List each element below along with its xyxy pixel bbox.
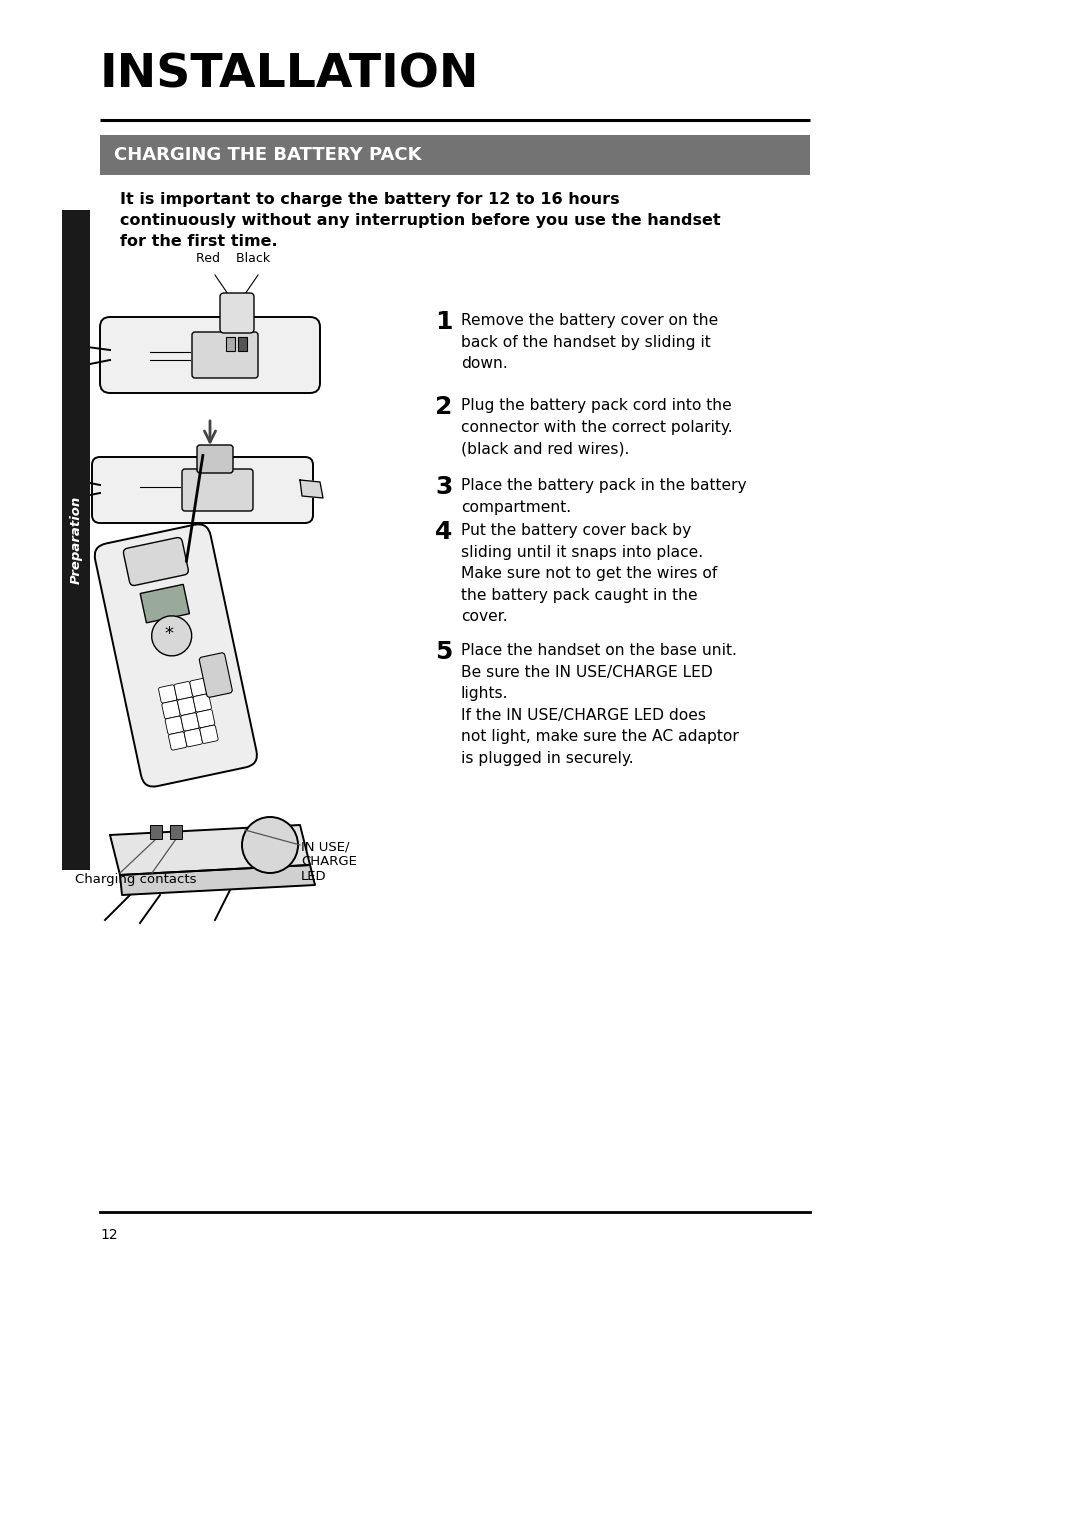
Text: Preparation: Preparation [69, 497, 82, 584]
Text: 2: 2 [435, 396, 453, 419]
Circle shape [242, 817, 298, 872]
Text: IN USE/
CHARGE
LED: IN USE/ CHARGE LED [301, 840, 356, 883]
Circle shape [151, 616, 191, 656]
Bar [226, 338, 235, 351]
Text: It is important to charge the battery for 12 to 16 hours
continuously without an: It is important to charge the battery fo… [120, 193, 720, 249]
FancyBboxPatch shape [200, 652, 232, 697]
Polygon shape [300, 480, 323, 498]
FancyBboxPatch shape [183, 469, 253, 510]
Text: Put the battery cover back by
sliding until it snaps into place.
Make sure not t: Put the battery cover back by sliding un… [461, 523, 717, 625]
FancyBboxPatch shape [190, 678, 208, 697]
Text: *: * [165, 625, 174, 643]
Bar [100, 134, 810, 176]
Text: Remove the battery cover on the
back of the handset by sliding it
down.: Remove the battery cover on the back of … [461, 313, 718, 371]
Bar [62, 209, 90, 869]
FancyBboxPatch shape [95, 524, 257, 787]
FancyBboxPatch shape [92, 457, 313, 523]
FancyBboxPatch shape [159, 685, 177, 703]
FancyBboxPatch shape [100, 316, 320, 393]
FancyBboxPatch shape [165, 717, 184, 735]
FancyBboxPatch shape [220, 293, 254, 333]
Bar [238, 338, 247, 351]
FancyBboxPatch shape [168, 732, 187, 750]
Bar [140, 584, 189, 623]
Text: Place the battery pack in the battery
compartment.: Place the battery pack in the battery co… [461, 478, 746, 515]
FancyBboxPatch shape [123, 538, 188, 585]
Text: Charging contacts: Charging contacts [75, 872, 197, 886]
Polygon shape [120, 865, 315, 895]
Text: 12: 12 [100, 1229, 118, 1242]
Text: INSTALLATION: INSTALLATION [100, 53, 480, 98]
Text: Red    Black: Red Black [195, 252, 270, 264]
Text: CHARGING THE BATTERY PACK: CHARGING THE BATTERY PACK [114, 147, 421, 163]
Text: 5: 5 [435, 640, 453, 665]
FancyBboxPatch shape [174, 681, 192, 700]
FancyBboxPatch shape [200, 726, 218, 744]
FancyBboxPatch shape [185, 729, 202, 747]
Text: 3: 3 [435, 475, 453, 500]
Text: Place the handset on the base unit.
Be sure the IN USE/CHARGE LED
lights.
If the: Place the handset on the base unit. Be s… [461, 643, 739, 766]
FancyBboxPatch shape [197, 709, 215, 727]
FancyBboxPatch shape [180, 712, 199, 730]
FancyBboxPatch shape [193, 694, 212, 712]
FancyBboxPatch shape [177, 697, 195, 715]
FancyBboxPatch shape [197, 445, 233, 474]
Polygon shape [110, 825, 310, 876]
Text: 4: 4 [435, 520, 453, 544]
FancyBboxPatch shape [162, 700, 180, 718]
FancyBboxPatch shape [192, 332, 258, 377]
Bar [170, 825, 183, 839]
Text: Plug the battery pack cord into the
connector with the correct polarity.
(black : Plug the battery pack cord into the conn… [461, 397, 732, 457]
Bar [150, 825, 162, 839]
Text: 1: 1 [435, 310, 453, 335]
